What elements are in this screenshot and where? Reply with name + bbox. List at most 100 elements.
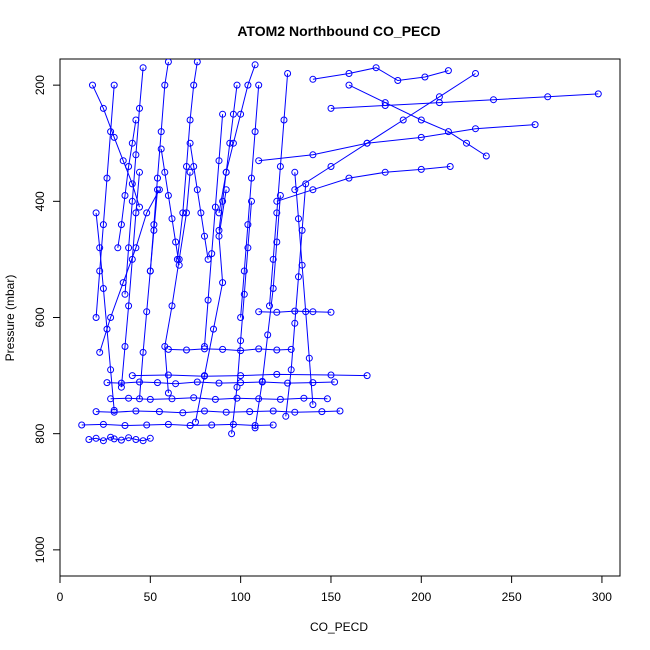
data-point	[128, 139, 136, 147]
data-point	[269, 285, 277, 292]
data-point	[121, 290, 129, 298]
series-line	[164, 172, 191, 394]
data-point	[251, 61, 259, 69]
data-point	[291, 319, 299, 327]
data-point	[164, 420, 172, 428]
data-point	[92, 408, 100, 416]
data-point	[399, 116, 407, 124]
data-point	[363, 139, 371, 147]
data-point	[273, 346, 281, 354]
data-point	[164, 59, 172, 66]
data-point	[186, 168, 194, 176]
data-point	[96, 348, 104, 356]
data-point	[146, 434, 154, 442]
data-point	[363, 372, 371, 380]
series-group	[237, 81, 263, 321]
data-point	[255, 157, 263, 165]
series-group	[215, 81, 241, 234]
data-point	[237, 337, 245, 345]
data-point	[107, 314, 115, 321]
data-point	[372, 64, 380, 72]
series-group	[92, 407, 344, 417]
data-point	[161, 81, 169, 89]
data-point	[273, 238, 281, 246]
data-point	[291, 186, 299, 194]
x-tick-label: 0	[57, 590, 64, 604]
series-group	[173, 59, 201, 263]
series-group	[85, 433, 154, 445]
data-point	[128, 372, 136, 380]
data-point	[298, 261, 306, 269]
data-point	[336, 407, 344, 415]
data-point	[201, 232, 208, 240]
data-point	[201, 343, 208, 350]
series-line	[231, 201, 252, 434]
data-point	[482, 152, 490, 160]
data-point	[139, 348, 147, 356]
data-point	[125, 302, 133, 310]
data-point	[222, 168, 230, 176]
data-point	[117, 436, 125, 444]
series-line	[95, 212, 115, 411]
series-group	[327, 90, 602, 112]
y-tick-label: 800	[33, 423, 47, 443]
series-group	[161, 168, 194, 397]
data-point	[248, 197, 255, 205]
data-point	[295, 215, 302, 223]
data-point	[197, 209, 205, 217]
series-line	[124, 67, 144, 295]
series-group	[201, 110, 227, 350]
y-tick-label: 400	[33, 191, 47, 211]
data-point	[103, 174, 111, 182]
data-point	[154, 174, 161, 182]
data-point	[229, 110, 237, 118]
data-point	[110, 435, 118, 443]
data-point	[219, 110, 227, 118]
series-group	[96, 186, 163, 356]
data-point	[237, 347, 245, 355]
series-line	[88, 436, 151, 442]
data-point	[117, 383, 125, 391]
data-point	[237, 314, 245, 321]
data-point	[186, 116, 194, 124]
data-point	[132, 407, 140, 415]
data-point	[240, 290, 248, 298]
data-point	[119, 157, 127, 165]
data-point	[251, 424, 259, 432]
data-point	[92, 314, 100, 321]
series-group	[89, 81, 143, 211]
data-point	[282, 412, 290, 420]
data-point	[244, 244, 252, 252]
data-point	[139, 437, 147, 445]
data-point	[96, 267, 104, 275]
data-point	[544, 93, 552, 101]
data-point	[128, 180, 136, 188]
data-point	[193, 378, 201, 386]
data-point	[233, 383, 241, 391]
data-point	[291, 168, 299, 176]
data-point	[143, 209, 151, 217]
data-point	[309, 308, 317, 316]
data-point	[154, 379, 161, 387]
data-point	[99, 420, 107, 428]
y-tick-label: 200	[33, 75, 47, 95]
data-point	[273, 370, 281, 378]
data-point	[78, 421, 86, 429]
series-line	[312, 67, 449, 82]
data-point	[136, 395, 143, 403]
data-point	[531, 121, 539, 129]
data-point	[251, 422, 259, 429]
data-point	[472, 125, 479, 133]
data-point	[302, 180, 310, 188]
data-point	[345, 174, 353, 182]
data-point	[128, 197, 136, 205]
data-point	[345, 70, 353, 77]
series-group	[273, 163, 454, 205]
series-line	[176, 61, 198, 260]
series-line	[95, 85, 115, 318]
data-point	[85, 436, 93, 443]
data-point	[309, 401, 317, 409]
data-point	[244, 81, 252, 89]
data-point	[291, 307, 299, 315]
